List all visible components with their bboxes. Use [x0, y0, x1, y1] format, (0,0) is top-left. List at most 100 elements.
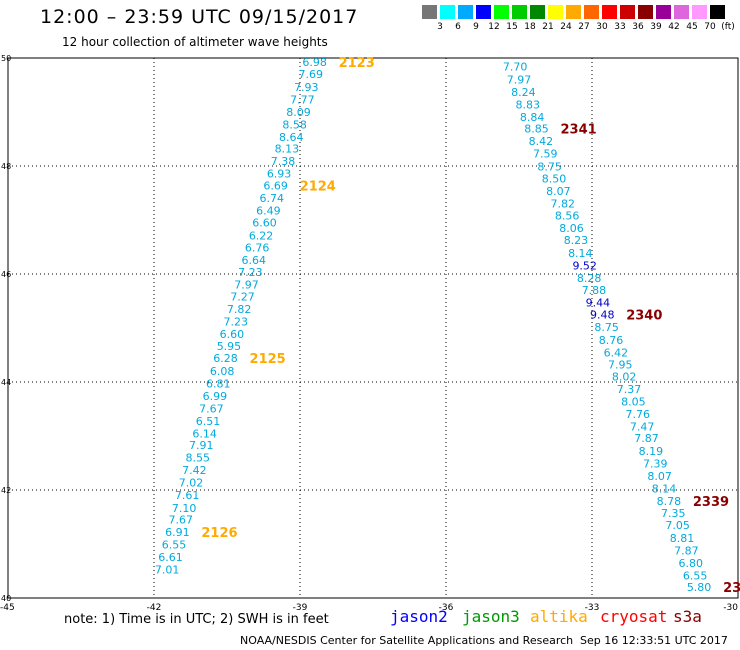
pass-time-annotation: 2124 [300, 179, 336, 194]
scale-tick-label: 6 [455, 22, 461, 32]
wave-height-label: 6.14 [192, 427, 217, 440]
wave-height-label: 7.47 [630, 420, 655, 433]
wave-height-label: 8.76 [599, 334, 624, 347]
wave-height-label: 7.82 [551, 197, 576, 210]
pass-time-annotation: 2339 [693, 495, 729, 510]
wave-height-label: 7.61 [175, 489, 200, 502]
scale-tick-label: 70 [704, 22, 716, 32]
y-tick-label: 44 [1, 378, 11, 387]
wave-height-label: 6.93 [267, 168, 292, 181]
wave-height-label: 7.87 [674, 544, 699, 557]
scale-swatch [512, 5, 527, 19]
wave-height-label: 8.78 [657, 495, 682, 508]
scale-swatch [710, 5, 725, 19]
pass-time-annotation: 2125 [250, 352, 286, 367]
scale-tick-label: 18 [524, 22, 536, 32]
wave-height-label: 6.76 [245, 242, 270, 255]
wave-height-label: 7.10 [172, 502, 197, 515]
scale-swatch [476, 5, 491, 19]
wave-height-label: 8.64 [279, 131, 304, 144]
wave-height-label: 7.67 [199, 402, 224, 415]
scale-swatch [638, 5, 653, 19]
scale-tick-label: 12 [488, 22, 500, 32]
wave-height-label: 6.60 [252, 217, 277, 230]
wave-height-label: 7.01 [155, 563, 180, 576]
wave-height-label: 6.08 [210, 365, 235, 378]
footer-credit: NOAA/NESDIS Center for Satellite Applica… [240, 634, 574, 647]
wave-height-label: 5.80 [687, 581, 712, 594]
wave-height-label: 7.91 [189, 439, 214, 452]
wave-height-label: 8.42 [529, 135, 554, 148]
x-tick-label: -42 [147, 603, 162, 613]
pass-time-annotation: 2341 [561, 123, 597, 138]
scale-tick-label: 30 [596, 22, 608, 32]
wave-height-label: 9.48 [590, 309, 615, 322]
wave-height-label: 7.23 [238, 266, 263, 279]
wave-height-label: 6.99 [203, 390, 228, 403]
plot-frame [7, 57, 739, 599]
legend-jason2: jason2 [390, 607, 448, 626]
scale-swatch [458, 5, 473, 19]
scale-tick-label: 15 [506, 22, 518, 32]
wave-height-label: 7.82 [227, 303, 252, 316]
wave-height-label: 9.44 [586, 297, 611, 310]
wave-height-label: 7.42 [182, 464, 207, 477]
wave-height-label: 7.59 [533, 148, 558, 161]
wave-height-label: 7.95 [608, 359, 633, 372]
wave-height-label: 8.14 [652, 482, 677, 495]
wave-height-label: 7.39 [643, 458, 668, 471]
wave-height-label: 7.67 [169, 514, 194, 527]
wave-height-label: 7.93 [294, 81, 319, 94]
scale-swatch [656, 5, 671, 19]
footer-timestamp: Sep 16 12:33:51 UTC 2017 [580, 634, 728, 647]
y-tick-label: 46 [1, 270, 11, 279]
wave-height-label: 8.58 [282, 118, 307, 131]
wave-height-label: 9.52 [572, 259, 597, 272]
pass-time-annotation: 2123 [339, 56, 375, 71]
scale-tick-label: 45 [686, 22, 698, 32]
wave-height-label: 8.28 [577, 272, 602, 285]
scale-tick-label: 33 [614, 22, 626, 32]
y-tick-label: 42 [1, 486, 11, 495]
legend-cryosat: cryosat [600, 607, 668, 626]
wave-height-label: 7.23 [224, 316, 249, 329]
wave-height-label: 7.87 [634, 432, 659, 445]
wave-height-label: 7.27 [230, 291, 255, 304]
scale-tick-label: 27 [578, 22, 590, 32]
wave-height-label: 6.55 [683, 569, 708, 582]
wave-height-label: 6.91 [165, 526, 190, 539]
wave-height-label: 8.81 [670, 532, 695, 545]
wave-height-label: 7.97 [507, 74, 532, 87]
scale-swatch [584, 5, 599, 19]
wave-height-label: 6.74 [260, 192, 285, 205]
wave-height-label: 7.02 [179, 476, 204, 489]
y-tick-label: 40 [1, 594, 11, 603]
wave-height-label: 6.28 [213, 352, 238, 365]
footer-note: note: 1) Time is in UTC; 2) SWH is in fe… [64, 612, 329, 627]
scale-swatch [494, 5, 509, 19]
y-tick-label: 50 [1, 54, 11, 63]
x-tick-label: -45 [0, 603, 15, 613]
scale-tick-label: 21 [542, 22, 554, 32]
wave-height-label: 6.55 [162, 539, 187, 552]
wave-height-label: 8.56 [555, 210, 580, 223]
wave-height-label: 8.06 [559, 222, 584, 235]
scale-swatch [692, 5, 707, 19]
wave-height-label: 6.80 [679, 557, 704, 570]
scale-swatch [422, 5, 437, 19]
scale-tick-label: 39 [650, 22, 662, 32]
scale-swatch [602, 5, 617, 19]
scale-tick-label: 24 [560, 22, 572, 32]
scale-tick-label: (ft) [721, 22, 735, 32]
wave-height-label: 6.81 [206, 378, 231, 391]
wave-height-label: 8.23 [564, 234, 589, 247]
wave-height-label: 6.49 [256, 204, 281, 217]
wave-height-label: 6.22 [249, 230, 274, 243]
scale-swatch [440, 5, 455, 19]
wave-height-label: 7.77 [290, 94, 315, 107]
wave-height-label: 8.13 [275, 143, 300, 156]
wave-height-label: 8.24 [511, 86, 536, 99]
x-tick-label: -39 [293, 603, 308, 613]
wave-height-label: 7.69 [298, 68, 323, 81]
